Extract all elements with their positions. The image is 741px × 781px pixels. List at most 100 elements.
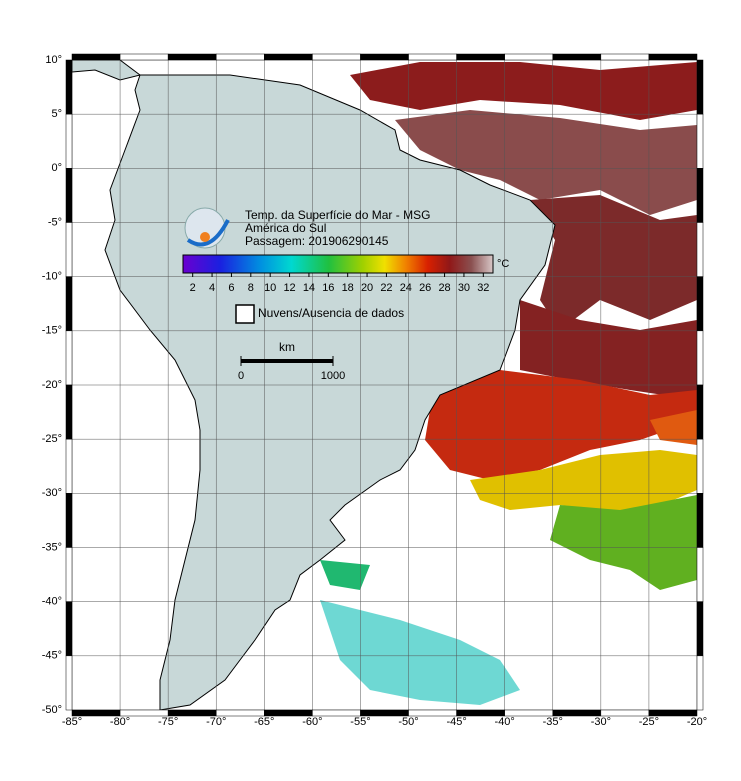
lat-tick-label: -30°	[42, 487, 62, 499]
graticule	[71, 59, 698, 711]
border-segment	[65, 493, 73, 548]
border-segment	[264, 53, 313, 61]
lon-tick-label: -55°	[350, 716, 370, 728]
lat-tick-label: -45°	[42, 650, 62, 662]
border-segment	[696, 222, 704, 277]
title-line: Passagem: 201906290145	[245, 234, 389, 248]
colorbar-tick-label: 12	[283, 282, 295, 294]
lon-tick-label: -75°	[158, 716, 178, 728]
title-line: Temp. da Superfície do Mar - MSG	[245, 208, 430, 222]
lon-tick-label: -45°	[446, 716, 466, 728]
colorbar-unit: °C	[497, 258, 509, 270]
colorbar-tick-label: 10	[264, 282, 276, 294]
border-segment	[65, 438, 73, 494]
border-segment	[71, 53, 121, 61]
lon-tick-label: -70°	[206, 716, 226, 728]
border-segment	[65, 547, 73, 602]
scale-tick-label: 1000	[321, 370, 345, 382]
lat-tick-label: -50°	[42, 704, 62, 716]
legend-swatch	[235, 304, 255, 324]
sst-patch	[550, 495, 697, 590]
border-segment	[65, 276, 73, 332]
lat-tick-label: -40°	[42, 596, 62, 608]
lat-tick-label: -10°	[42, 271, 62, 283]
colorbar-tick-label: 26	[419, 282, 431, 294]
lat-tick-label: -15°	[42, 325, 62, 337]
sst-patch	[320, 600, 520, 705]
border-segment	[65, 222, 73, 277]
sst-patch	[650, 410, 697, 445]
colorbar-tick-label: 4	[209, 282, 215, 294]
scale-bar-body	[241, 359, 333, 363]
border-segment	[696, 59, 704, 115]
border-segment	[696, 655, 704, 711]
border-segment	[65, 601, 73, 657]
colorbar-tick-label: 14	[303, 282, 315, 294]
sst-patch	[350, 62, 697, 120]
border-segment	[600, 53, 650, 61]
colorbar-tick-label: 30	[458, 282, 470, 294]
map-border: -85° -80° -75° -70° -65° -60° -55° -50° -45° -40°…	[42, 53, 707, 728]
lat-tick-label: -5°	[48, 216, 62, 228]
border-segment	[65, 59, 73, 115]
border-segment	[696, 493, 704, 548]
scale-tick-label: 0	[238, 370, 244, 382]
border-segment	[215, 53, 265, 61]
colorbar-tick-label: 22	[380, 282, 392, 294]
lon-tick-label: -30°	[591, 716, 611, 728]
logo-dot	[200, 232, 210, 242]
colorbar-tick-label: 20	[361, 282, 373, 294]
title-line: América do Sul	[245, 221, 326, 235]
lat-tick-label: 0°	[51, 162, 62, 174]
border-segment	[552, 53, 602, 61]
lon-tick-label: -40°	[495, 716, 515, 728]
border-segment	[167, 53, 217, 61]
border-segment	[65, 330, 73, 386]
border-segment	[65, 168, 73, 223]
border-segment	[648, 709, 698, 717]
lon-tick-label: -80°	[110, 716, 130, 728]
colorbar-tick-label: 8	[248, 282, 254, 294]
lon-tick-label: -65°	[254, 716, 274, 728]
border-segment	[65, 384, 73, 440]
sst-patch	[320, 560, 370, 590]
sst-patch	[425, 370, 697, 480]
sst-patch	[395, 110, 697, 215]
inpe-logo	[184, 207, 230, 249]
border-segment	[360, 53, 409, 61]
border-segment	[696, 330, 704, 386]
border-segment	[119, 53, 169, 61]
border-segment	[696, 547, 704, 602]
sst-patch	[520, 300, 697, 400]
border-segment	[408, 53, 457, 61]
scale-unit: km	[279, 340, 295, 354]
border-segment	[456, 53, 505, 61]
colorbar-tick-label: 32	[477, 282, 489, 294]
border-segment	[312, 53, 361, 61]
colorbar-tick-label: 18	[342, 282, 354, 294]
sst-patch	[530, 195, 697, 330]
border-segment	[648, 53, 698, 61]
colorbar-tick-label: 6	[228, 282, 234, 294]
lon-tick-label: -60°	[302, 716, 322, 728]
lat-tick-label: -25°	[42, 433, 62, 445]
colorbar	[182, 254, 494, 274]
lon-tick-label: -25°	[639, 716, 659, 728]
colorbar-tick-label: 28	[438, 282, 450, 294]
border-segment	[696, 168, 704, 223]
scale-bar: 0 1000	[238, 356, 345, 382]
lat-tick-label: 10°	[45, 54, 62, 66]
colorbar-ticks: 2 4 6 8 10 12 14 16 18 20 22 24 26 28 30 32	[190, 273, 489, 294]
lon-tick-label: -35°	[543, 716, 563, 728]
colorbar-tick-label: 2	[190, 282, 196, 294]
border-segment	[696, 438, 704, 494]
lat-tick-label: -35°	[42, 541, 62, 553]
logo-arrow	[186, 219, 230, 247]
border-segment	[696, 601, 704, 657]
border-segment	[696, 384, 704, 440]
sst-patch	[470, 450, 697, 510]
border-segment	[65, 113, 73, 169]
lon-tick-label: -20°	[687, 716, 707, 728]
